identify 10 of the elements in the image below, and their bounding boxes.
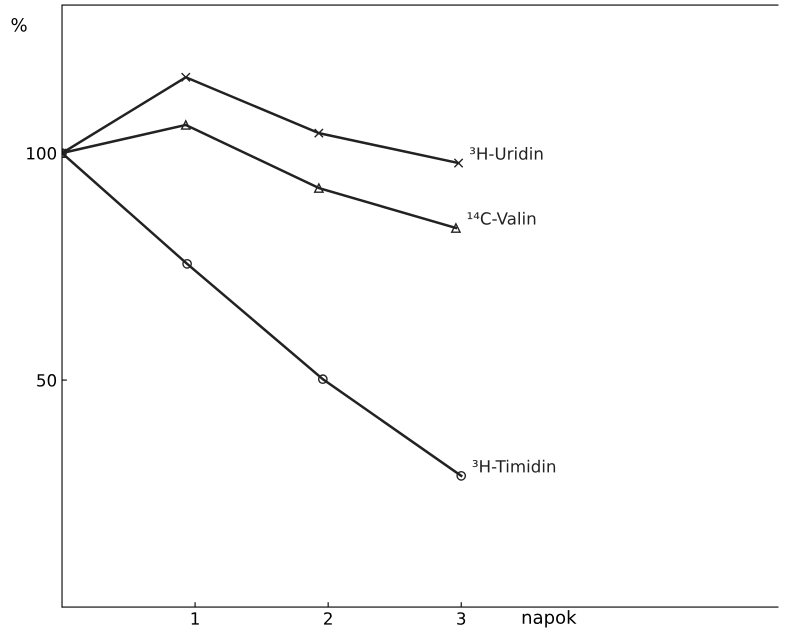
x-axis-title: napok bbox=[522, 610, 577, 628]
y-tick-label: 100 bbox=[27, 147, 56, 160]
series-label: ¹⁴C-Valin bbox=[468, 212, 536, 225]
y-axis-title: % bbox=[11, 18, 27, 32]
series-label: ³H-Timidin bbox=[472, 460, 556, 473]
x-tick-label: 3 bbox=[457, 612, 466, 625]
x-tick-label: 2 bbox=[324, 612, 332, 625]
x-tick-label: 1 bbox=[192, 612, 199, 625]
y-tick-label: 50 bbox=[37, 374, 56, 387]
series-label: ³H-Uridin bbox=[470, 146, 542, 160]
